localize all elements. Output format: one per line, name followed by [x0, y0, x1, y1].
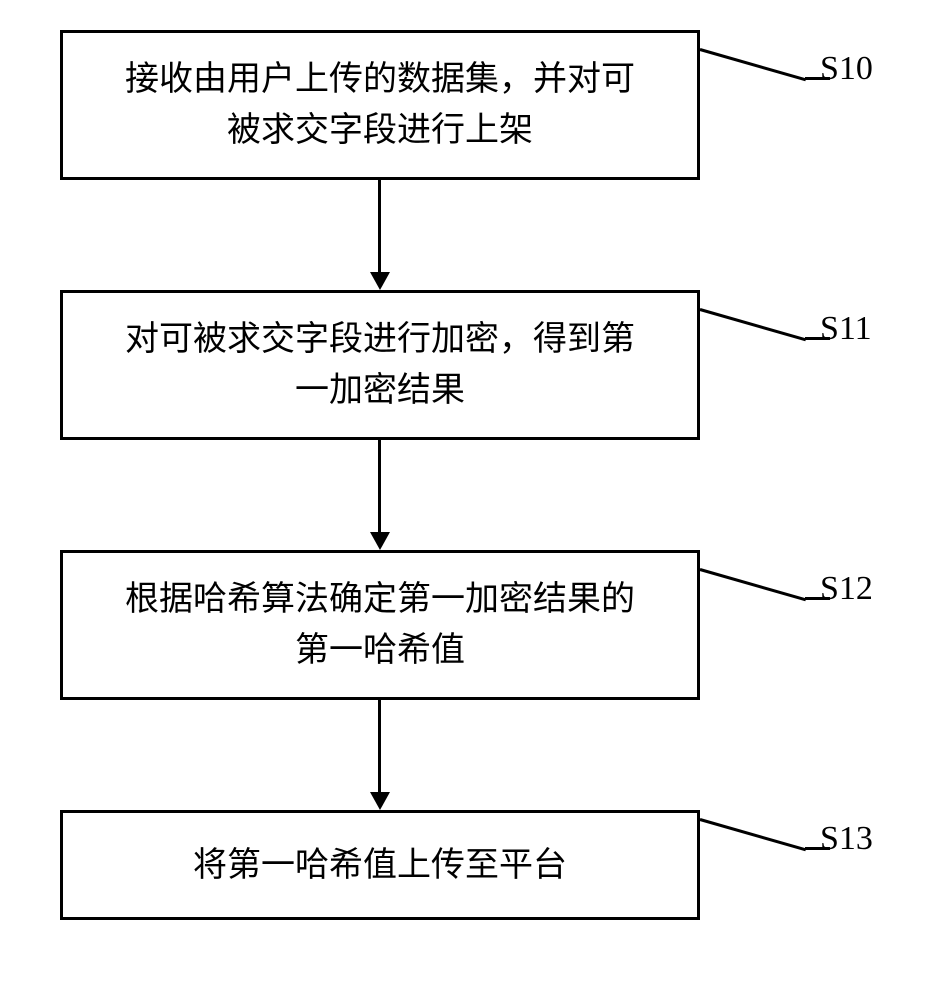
connector-s12-s13: [378, 700, 381, 792]
step-text-s12: 根据哈希算法确定第一加密结果的 第一哈希值: [125, 574, 635, 676]
step-text-s11: 对可被求交字段进行加密，得到第 一加密结果: [125, 314, 635, 416]
arrow-s12-s13: [370, 792, 390, 810]
step-box-s11: 对可被求交字段进行加密，得到第 一加密结果: [60, 290, 700, 440]
step-label-s10: S10: [820, 50, 873, 88]
callout-s13-horiz: [805, 847, 830, 850]
connector-s10-s11: [378, 180, 381, 272]
connector-s11-s12: [378, 440, 381, 532]
step-label-s13: S13: [820, 820, 873, 858]
callout-s12-horiz: [805, 597, 830, 600]
callout-s12-diag: [700, 568, 807, 601]
step-box-s12: 根据哈希算法确定第一加密结果的 第一哈希值: [60, 550, 700, 700]
callout-s10-diag: [700, 48, 807, 81]
step-label-s12: S12: [820, 570, 873, 608]
callout-s11-horiz: [805, 337, 830, 340]
arrow-s10-s11: [370, 272, 390, 290]
callout-s10-horiz: [805, 77, 830, 80]
flowchart-container: 接收由用户上传的数据集，并对可 被求交字段进行上架 S10 对可被求交字段进行加…: [0, 0, 934, 1000]
arrow-s11-s12: [370, 532, 390, 550]
callout-s11-diag: [700, 308, 807, 341]
step-label-s11: S11: [820, 310, 872, 348]
callout-s13-diag: [700, 818, 807, 851]
step-box-s13: 将第一哈希值上传至平台: [60, 810, 700, 920]
step-text-s13: 将第一哈希值上传至平台: [193, 840, 567, 891]
step-text-s10: 接收由用户上传的数据集，并对可 被求交字段进行上架: [125, 54, 635, 156]
step-box-s10: 接收由用户上传的数据集，并对可 被求交字段进行上架: [60, 30, 700, 180]
